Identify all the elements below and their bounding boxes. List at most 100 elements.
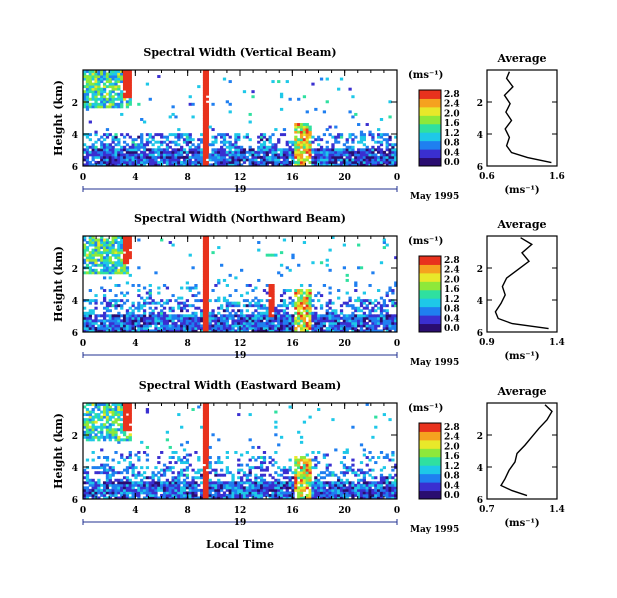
heatmap-cell (114, 253, 118, 257)
heatmap-cell (294, 148, 298, 152)
heatmap-cell (140, 296, 144, 300)
heatmap-cell (385, 481, 389, 485)
heatmap-cell (354, 163, 358, 167)
heatmap-cell (111, 493, 115, 497)
heatmap-cell (108, 478, 112, 482)
heatmap-cell (97, 241, 101, 244)
heatmap-cell (200, 160, 204, 164)
colorbar-segment (419, 264, 441, 274)
heatmap-cell (257, 493, 261, 497)
heatmap-cell (88, 72, 92, 76)
heatmap-cell (125, 102, 130, 106)
heatmap-cell (377, 321, 381, 325)
heatmap-cell (100, 236, 104, 239)
heatmap-cell (85, 105, 90, 109)
heatmap-cell (268, 304, 272, 308)
heatmap-cell (251, 488, 255, 492)
heatmap-cell (125, 158, 130, 162)
heatmap-cell (128, 75, 132, 78)
heatmap-cell (245, 304, 249, 308)
heatmap-cell (100, 95, 104, 99)
heatmap-cell (205, 236, 209, 239)
heatmap-cell (362, 316, 366, 320)
heatmap-cell (122, 238, 127, 242)
heatmap-cell (342, 488, 347, 492)
heatmap-cell (231, 155, 235, 159)
heatmap-cell (214, 138, 218, 142)
heatmap-cell (168, 306, 172, 310)
heatmap-cell (145, 321, 150, 325)
heatmap-cell (357, 140, 361, 144)
heatmap-cell (165, 150, 170, 154)
heatmap-cell (299, 160, 304, 164)
heatmap-cell (359, 150, 364, 154)
heatmap-cell (365, 403, 369, 406)
heatmap-cell (308, 306, 312, 310)
heatmap-cell (274, 306, 278, 310)
heatmap-cell (357, 321, 361, 325)
heatmap-cell (334, 311, 338, 315)
heatmap-cell (125, 253, 130, 257)
heatmap-cell (131, 471, 135, 475)
heatmap-cell (202, 413, 207, 417)
heatmap-cell (105, 163, 110, 167)
heatmap-cell (182, 468, 187, 472)
heatmap-cell (248, 324, 252, 328)
heatmap-cell (257, 299, 261, 303)
heatmap-cell (248, 148, 252, 152)
heatmap-cell (202, 448, 207, 452)
heatmap-cell (259, 163, 264, 167)
heatmap-cell (271, 491, 275, 495)
heatmap-cell (120, 456, 124, 459)
heatmap-cell (211, 309, 215, 313)
heatmap-cell (319, 321, 324, 325)
heatmap-cell (102, 238, 107, 242)
heatmap-cell (202, 120, 207, 124)
heatmap-cell (317, 158, 321, 162)
heatmap-cell (394, 481, 398, 485)
heatmap-cell (268, 329, 272, 333)
heatmap-cell (259, 329, 264, 333)
heatmap-cell (205, 486, 209, 490)
date-label: May 1995 (410, 192, 459, 202)
heatmap-cell (122, 248, 127, 252)
heatmap-cell (225, 326, 229, 330)
heatmap-cell (182, 150, 187, 154)
heatmap-cell (379, 321, 384, 325)
heatmap-cell (294, 483, 298, 487)
heatmap-cell (205, 150, 209, 154)
heatmap-cell (191, 493, 195, 497)
heatmap-cell (305, 324, 309, 328)
heatmap-cell (251, 481, 255, 485)
heatmap-cell (191, 102, 195, 106)
heatmap-cell (120, 493, 124, 497)
heatmap-cell (97, 153, 101, 157)
heatmap-cell (285, 329, 289, 333)
heatmap-cell (108, 75, 112, 78)
heatmap-cell (137, 155, 141, 159)
heatmap-cell (91, 481, 95, 485)
heatmap-cell (334, 153, 338, 157)
heatmap-cell (259, 314, 264, 318)
heatmap-cell (297, 155, 301, 159)
heatmap-cell (234, 483, 238, 487)
heatmap-cell (294, 329, 298, 333)
heatmap-cell (202, 296, 207, 300)
heatmap-cell (248, 458, 252, 462)
heatmap-cell (114, 248, 118, 252)
heatmap-cell (97, 491, 101, 495)
heatmap-cell (142, 483, 147, 487)
heatmap-cell (257, 316, 261, 320)
heatmap-cell (285, 80, 289, 84)
heatmap-cell (331, 493, 335, 497)
heatmap-cell (222, 319, 227, 323)
heatmap-cell (111, 488, 115, 492)
heatmap-cell (285, 483, 289, 487)
heatmap-cell (108, 153, 112, 157)
heatmap-cell (145, 319, 150, 323)
heatmap-cell (331, 324, 335, 328)
heatmap-cell (171, 133, 175, 137)
heatmap-cell (339, 471, 344, 475)
heatmap-cell (299, 466, 304, 470)
colorbar-frame (418, 255, 442, 333)
